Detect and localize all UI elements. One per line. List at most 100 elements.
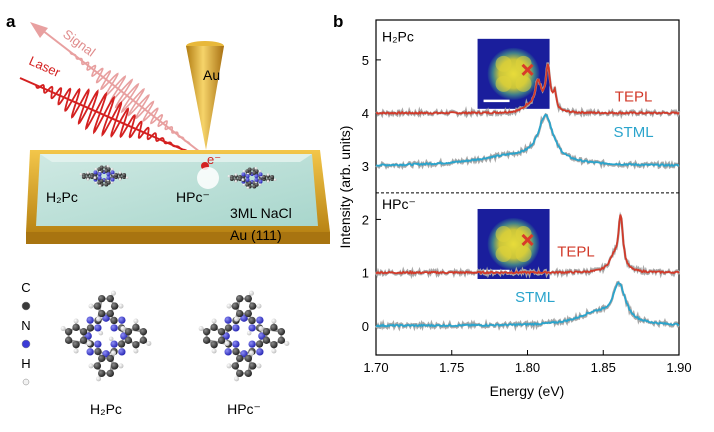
carbon-atom xyxy=(262,175,267,180)
nitrogen-atom xyxy=(106,175,111,180)
hydrogen-atom xyxy=(256,363,262,369)
hydrogen-atom xyxy=(118,303,124,309)
carbon-atom xyxy=(202,336,211,344)
hydrogen-atom xyxy=(233,376,240,382)
atom-legend: C N H xyxy=(21,280,31,386)
carbon-atom xyxy=(72,323,80,332)
carbon-atom xyxy=(106,309,114,318)
panel-a: a Signal Laser Au 3ML NaCl Au (111) xyxy=(6,12,330,417)
nitrogen-atom xyxy=(118,348,126,356)
substrate-label: Au (111) xyxy=(230,227,282,243)
laser-wave xyxy=(35,84,197,156)
series-label: TEPL xyxy=(615,88,653,105)
x-tick-label: 1.80 xyxy=(515,360,540,375)
layer-label: 3ML NaCl xyxy=(230,205,292,221)
structure-h2pc xyxy=(60,290,152,382)
x-tick-label: 1.90 xyxy=(666,360,691,375)
tip-position-marker-icon xyxy=(521,63,534,76)
hydrogen-atom xyxy=(60,325,66,332)
stm-lobe xyxy=(495,55,512,72)
carbon-atom xyxy=(247,167,252,172)
carbon-atom xyxy=(248,316,256,325)
carbon-atom xyxy=(270,340,278,349)
tip-contact-glow xyxy=(197,167,219,189)
carbon-atom xyxy=(99,165,104,170)
carbon-atom xyxy=(262,336,271,344)
carbon-atom xyxy=(110,362,119,370)
panel-a-label: a xyxy=(6,12,16,31)
hydrogen-atom xyxy=(246,186,250,190)
laser-label: Laser xyxy=(27,53,63,80)
molecule-left-label: H₂Pc xyxy=(46,189,78,205)
carbon-atom xyxy=(217,336,226,344)
nitrogen-atom xyxy=(258,332,266,340)
carbon-atom xyxy=(99,179,104,184)
hydrogen-atom xyxy=(118,363,124,369)
x-tick-label: 1.85 xyxy=(591,360,616,375)
hydrogen-atom xyxy=(73,348,79,354)
y-tick-label: 4 xyxy=(362,106,369,121)
carbon-atom xyxy=(89,174,94,179)
carbon-atom xyxy=(79,336,88,344)
hydrogen-atom xyxy=(88,363,94,369)
nitrogen-atom xyxy=(254,174,259,179)
panel-b-label: b xyxy=(333,12,343,31)
nitrogen-atom xyxy=(110,177,115,182)
hydrogen-atom xyxy=(86,340,92,347)
electron: e⁻ xyxy=(197,152,221,189)
carbon-atom xyxy=(64,328,73,336)
carbon-atom xyxy=(104,168,109,173)
series-raw-line xyxy=(375,112,680,171)
hydrogen-atom xyxy=(242,169,246,173)
atom-legend-label: C xyxy=(21,280,30,295)
series-group xyxy=(374,62,681,332)
y-tick-label: 3 xyxy=(362,159,369,174)
nitrogen-atom xyxy=(256,348,264,356)
hydrogen-atom xyxy=(98,184,102,188)
atom-legend-swatch xyxy=(21,301,31,311)
section-labels: H₂Pc HPc⁻ xyxy=(382,28,416,211)
hydrogen-atom xyxy=(110,167,114,171)
section-label: H₂Pc xyxy=(382,28,414,44)
carbon-atom xyxy=(106,354,114,363)
nitrogen-atom xyxy=(97,172,102,177)
hydrogen-atom xyxy=(98,330,104,336)
stm-lobe xyxy=(495,225,512,242)
tip-label: Au xyxy=(203,67,220,83)
signal-label: Signal xyxy=(60,26,98,59)
carbon-atom xyxy=(255,340,264,348)
hydrogen-atom xyxy=(266,173,270,176)
hydrogen-atom xyxy=(254,166,258,170)
carbon-atom xyxy=(252,184,257,189)
hydrogen-atom xyxy=(118,171,122,174)
stm-lobe xyxy=(495,245,512,262)
carbon-atom xyxy=(98,354,106,363)
carbon-atom xyxy=(93,362,102,370)
atom-legend-label: H xyxy=(21,356,30,371)
hydrogen-atom xyxy=(271,348,277,354)
series-line xyxy=(375,214,680,275)
hydrogen-atom xyxy=(211,348,217,354)
beams: Signal Laser xyxy=(19,22,214,162)
nitrogen-atom xyxy=(248,324,256,332)
carbon-atom xyxy=(86,324,95,332)
carbon-atom xyxy=(64,336,73,344)
series-line xyxy=(375,281,680,328)
hydrogen-atom xyxy=(284,340,290,347)
hydrogen-atom xyxy=(88,303,94,309)
carbon-atom xyxy=(98,294,106,303)
structure-left-label: H₂Pc xyxy=(90,401,122,417)
nitrogen-atom xyxy=(110,324,118,332)
carbon-atom xyxy=(122,173,127,178)
carbon-atom xyxy=(81,174,86,179)
hydrogen-atom xyxy=(226,363,232,369)
tip-cone xyxy=(186,46,224,150)
electron-label: e⁻ xyxy=(207,152,221,167)
au-tip: Au xyxy=(186,41,224,150)
carbon-atom xyxy=(110,316,118,325)
nitrogen-atom xyxy=(241,172,246,177)
carbon-atom xyxy=(217,328,226,336)
hydrogen-atom xyxy=(120,325,126,332)
